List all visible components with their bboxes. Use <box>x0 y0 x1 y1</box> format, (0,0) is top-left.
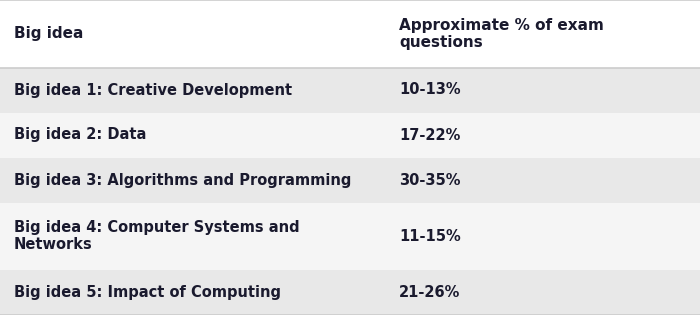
Text: 21-26%: 21-26% <box>399 285 461 300</box>
Text: Big idea: Big idea <box>14 26 83 41</box>
Text: Big idea 2: Data: Big idea 2: Data <box>14 128 146 142</box>
Text: 10-13%: 10-13% <box>399 83 461 98</box>
Text: 11-15%: 11-15% <box>399 229 461 244</box>
Bar <box>0 158 700 203</box>
Text: 17-22%: 17-22% <box>399 128 461 142</box>
Bar <box>0 203 700 270</box>
Text: Big idea 4: Computer Systems and
Networks: Big idea 4: Computer Systems and Network… <box>14 220 300 252</box>
Text: 30-35%: 30-35% <box>399 173 461 187</box>
Text: Big idea 3: Algorithms and Programming: Big idea 3: Algorithms and Programming <box>14 173 351 187</box>
Text: Approximate % of exam
questions: Approximate % of exam questions <box>399 18 604 50</box>
Bar <box>0 112 700 158</box>
Text: Big idea 5: Impact of Computing: Big idea 5: Impact of Computing <box>14 285 281 300</box>
Text: Big idea 1: Creative Development: Big idea 1: Creative Development <box>14 83 292 98</box>
Bar <box>0 67 700 112</box>
Bar <box>0 270 700 315</box>
Bar <box>0 0 700 67</box>
